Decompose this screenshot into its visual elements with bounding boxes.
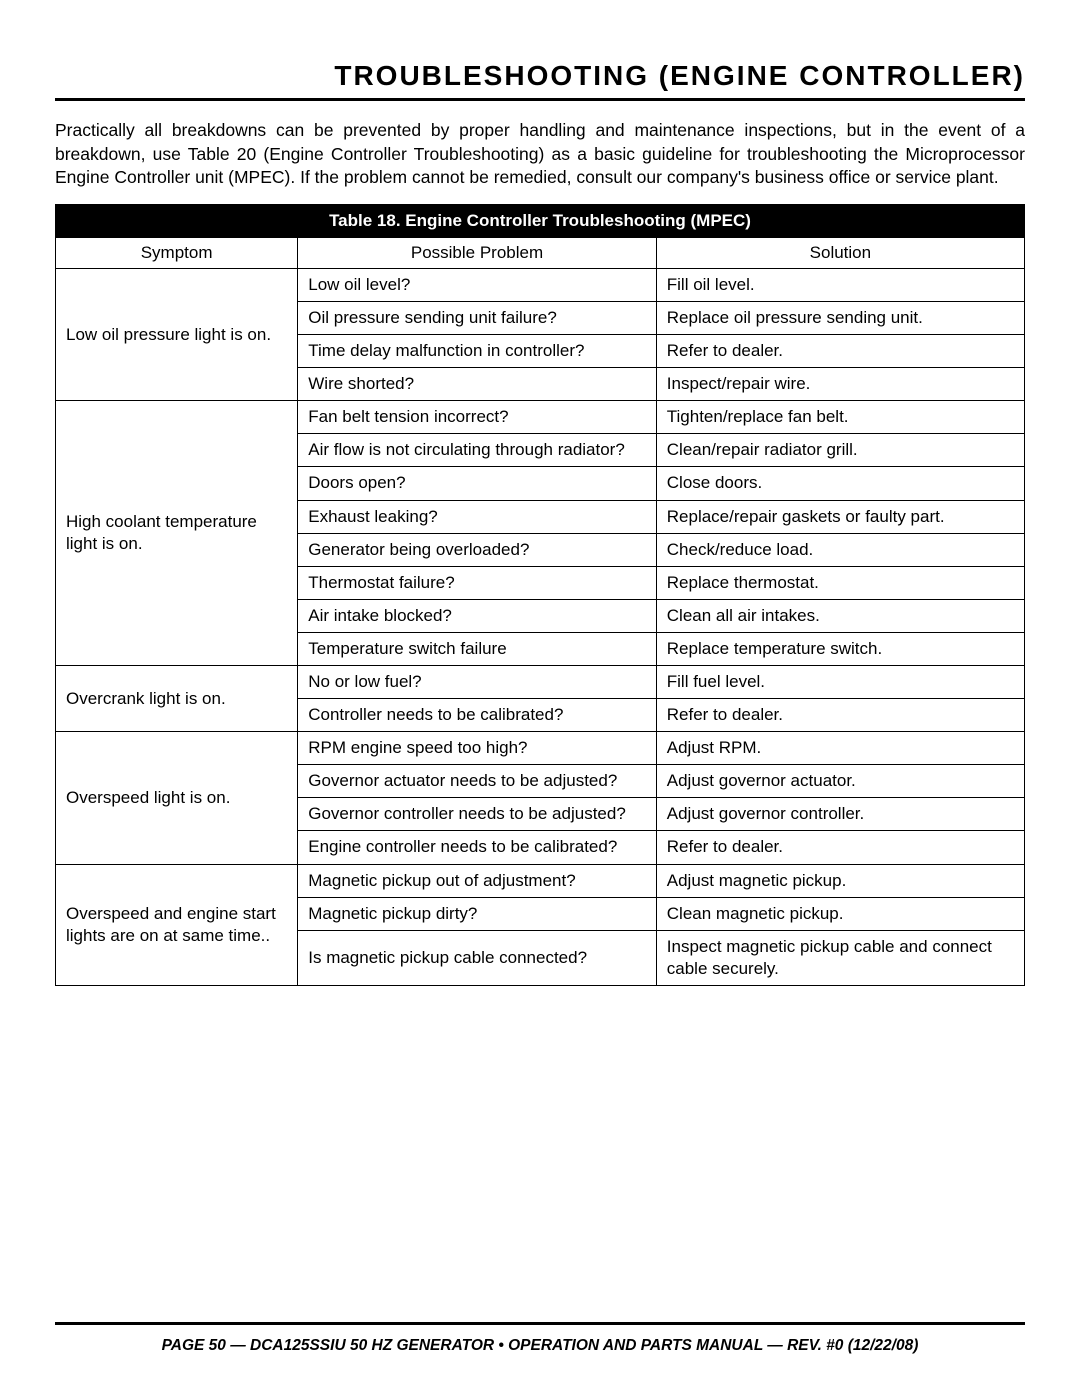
solution-cell: Check/reduce load. [656,533,1024,566]
problem-cell: Time delay malfunction in controller? [298,335,657,368]
problem-cell: Controller needs to be calibrated? [298,699,657,732]
table-row: Low oil pressure light is on.Low oil lev… [56,268,1025,301]
problem-cell: Engine controller needs to be calibrated… [298,831,657,864]
table-body: Low oil pressure light is on.Low oil lev… [56,268,1025,985]
solution-cell: Clean/repair radiator grill. [656,434,1024,467]
problem-cell: Generator being overloaded? [298,533,657,566]
symptom-cell: Overcrank light is on. [56,666,298,732]
problem-cell: Governor actuator needs to be adjusted? [298,765,657,798]
problem-cell: Fan belt tension incorrect? [298,401,657,434]
intro-paragraph: Practically all breakdowns can be preven… [55,119,1025,190]
solution-cell: Adjust governor actuator. [656,765,1024,798]
symptom-cell: Low oil pressure light is on. [56,268,298,400]
col-symptom: Symptom [56,237,298,268]
symptom-cell: Overspeed light is on. [56,732,298,864]
solution-cell: Replace thermostat. [656,566,1024,599]
problem-cell: Exhaust leaking? [298,500,657,533]
table-row: Overcrank light is on.No or low fuel?Fil… [56,666,1025,699]
problem-cell: Air flow is not circulating through radi… [298,434,657,467]
solution-cell: Clean magnetic pickup. [656,897,1024,930]
footer-rule [55,1322,1025,1325]
solution-cell: Inspect/repair wire. [656,368,1024,401]
problem-cell: Air intake blocked? [298,599,657,632]
solution-cell: Replace oil pressure sending unit. [656,301,1024,334]
problem-cell: Temperature switch failure [298,632,657,665]
solution-cell: Tighten/replace fan belt. [656,401,1024,434]
page-title: TROUBLESHOOTING (ENGINE CONTROLLER) [55,60,1025,101]
col-solution: Solution [656,237,1024,268]
table-caption: Table 18. Engine Controller Troubleshoot… [56,204,1025,237]
col-problem: Possible Problem [298,237,657,268]
problem-cell: Governor controller needs to be adjusted… [298,798,657,831]
table-row: Overspeed and engine start lights are on… [56,864,1025,897]
solution-cell: Refer to dealer. [656,831,1024,864]
table-row: Overspeed light is on.RPM engine speed t… [56,732,1025,765]
troubleshooting-table: Table 18. Engine Controller Troubleshoot… [55,204,1025,986]
solution-cell: Refer to dealer. [656,335,1024,368]
solution-cell: Close doors. [656,467,1024,500]
problem-cell: Wire shorted? [298,368,657,401]
solution-cell: Adjust governor controller. [656,798,1024,831]
page: TROUBLESHOOTING (ENGINE CONTROLLER) Prac… [0,0,1080,1397]
solution-cell: Replace temperature switch. [656,632,1024,665]
problem-cell: Magnetic pickup out of adjustment? [298,864,657,897]
problem-cell: No or low fuel? [298,666,657,699]
solution-cell: Clean all air intakes. [656,599,1024,632]
problem-cell: Oil pressure sending unit failure? [298,301,657,334]
symptom-cell: Overspeed and engine start lights are on… [56,864,298,985]
problem-cell: Is magnetic pickup cable connected? [298,930,657,985]
solution-cell: Replace/repair gaskets or faulty part. [656,500,1024,533]
table-row: High coolant temperature light is on.Fan… [56,401,1025,434]
solution-cell: Fill oil level. [656,268,1024,301]
problem-cell: Doors open? [298,467,657,500]
solution-cell: Inspect magnetic pickup cable and connec… [656,930,1024,985]
solution-cell: Fill fuel level. [656,666,1024,699]
solution-cell: Adjust magnetic pickup. [656,864,1024,897]
symptom-cell: High coolant temperature light is on. [56,401,298,666]
problem-cell: Magnetic pickup dirty? [298,897,657,930]
problem-cell: Thermostat failure? [298,566,657,599]
solution-cell: Adjust RPM. [656,732,1024,765]
problem-cell: Low oil level? [298,268,657,301]
solution-cell: Refer to dealer. [656,699,1024,732]
problem-cell: RPM engine speed too high? [298,732,657,765]
footer-text: PAGE 50 — DCA125SSIU 50 HZ GENERATOR • O… [55,1337,1025,1355]
